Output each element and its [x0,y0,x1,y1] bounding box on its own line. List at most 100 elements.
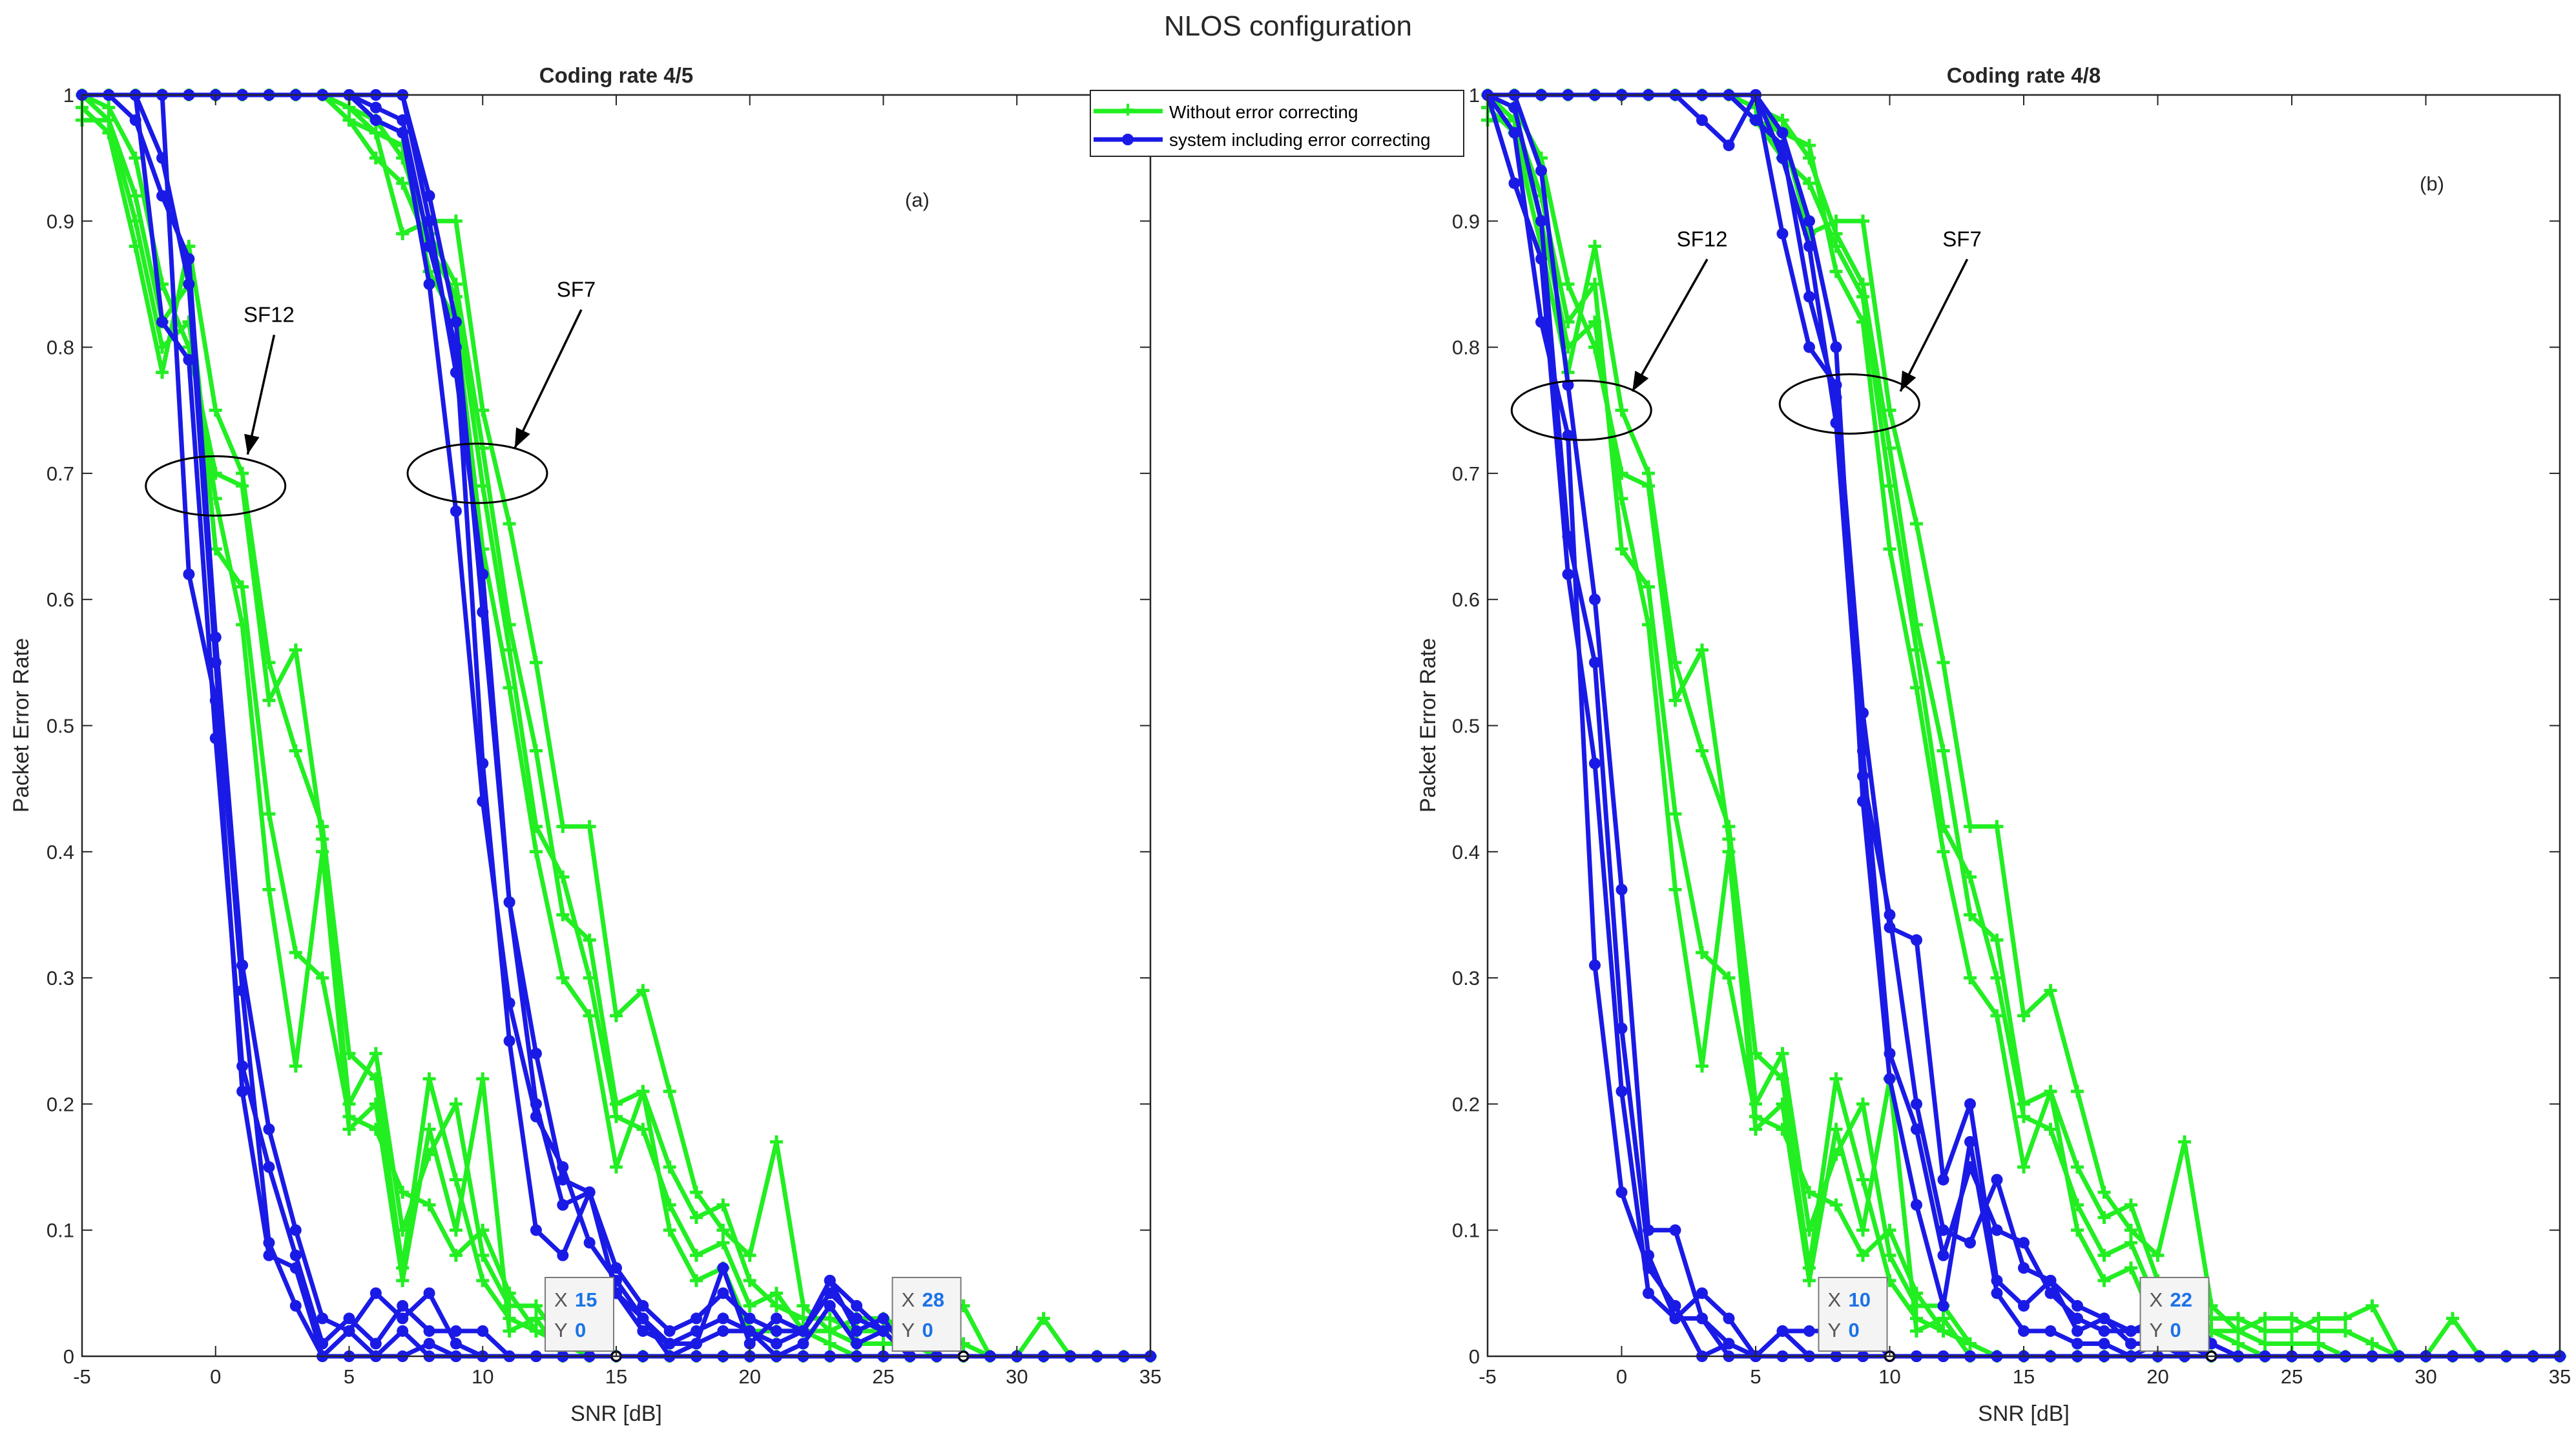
panel-b-data-point [1910,1324,1923,1338]
legend-marker-plus-icon: + [1121,96,1134,123]
panel-a-data-point [342,1122,356,1136]
panel-a-data-point [610,1262,622,1274]
panel-a-data-point [129,151,142,165]
panel-a-ticks: -5 0 5 10 15 20 25 30 3500.10.20.30.40.50.60.70.… [47,84,1161,1388]
panel-a-data-point [262,694,276,707]
datatip-x-label: X [1828,1288,1842,1311]
panel-b-datatip[interactable]: X 10 Y 0 [1818,1277,1895,1362]
panel-b-data-point [2097,1248,2111,1262]
panel-a-ytick-label: 0.3 [47,967,74,989]
panel-a-data-point [690,1211,703,1225]
panel-a-datatip[interactable]: X 15 Y 0 [545,1277,622,1362]
panel-a-data-point [716,1236,730,1250]
panel-b-data-point [1749,1122,1762,1136]
panel-b-xtick-label: 5 [1750,1365,1761,1388]
panel-b-data-point [2044,1287,2057,1299]
panel-b-data-point [2071,1084,2084,1098]
datatip-x-label: X [2150,1288,2163,1311]
panel-b-annotation-sf12: SF12 [1510,227,1727,441]
annotation-arrow-head-icon [1632,370,1649,391]
panel-a-data-point [717,1287,729,1299]
panel-a-title: Coding rate 4/5 [539,63,693,87]
panel-a-data-point [743,1338,756,1350]
panel-b-data-point [1883,479,1896,493]
panel-a-data-point [797,1338,809,1350]
panel-b-data-point [1588,315,1601,329]
panel-a-data-point [877,1312,889,1325]
panel-b-data-point [2097,1274,2111,1287]
panel-a-data-point [476,1223,490,1237]
panel-a-data-point [342,114,356,127]
datatip-box [1818,1277,1888,1352]
panel-b-data-point [2098,1312,2110,1325]
panel-b-datatip[interactable]: X 22 Y 0 [2139,1277,2217,1362]
panel-a-data-point [583,933,596,947]
panel-a-data-point [476,1274,490,1287]
panel-b-data-point [1937,1249,1949,1261]
panel-a-data-point [503,1035,515,1047]
panel-a-data-point [156,190,169,202]
panel-b-data-point [2151,1248,2165,1262]
panel-b-data-point [2098,1325,2110,1337]
datatip-y-label: Y [1828,1319,1842,1341]
panel-b-data-point [1856,214,1869,228]
legend[interactable]: + Without error correcting system includ… [1090,90,1464,157]
panel-b-data-point [1776,114,1789,127]
panel-a-data-point [263,1123,275,1135]
panel-b-data-point [1668,883,1682,896]
datatip-box [2139,1277,2210,1352]
panel-b-data-point [1615,884,1628,896]
panel-a-data-point [796,1299,810,1312]
panel-b-data-point [1937,845,1950,858]
panel-a-data-point [477,568,489,581]
panel-a-data-point [823,1324,836,1338]
panel-a-data-point [824,1299,836,1312]
panel-b-data-point [1911,934,1922,946]
panel-a-data-point [663,1325,676,1337]
panel-a-datatips[interactable]: X 15Y 0 X 28Y 0 [545,1277,970,1362]
panel-a-data-point [743,1299,756,1312]
panel-a-data-point [503,517,516,531]
panel-a-data-point [717,1262,729,1274]
panel-b-data-point [1562,568,1574,581]
panel-b-data-point [2125,1325,2137,1337]
panel-a-data-point [503,997,515,1009]
panel-b-data-point [2285,1312,2298,1325]
panel-b-data-point [2124,1236,2137,1250]
panel-b-data-point [2339,1324,2352,1338]
panel-b-data-point [1669,1224,1681,1236]
panel-b-data-point [2285,1324,2298,1338]
panel-b-data-point [1856,1248,1869,1262]
panel-b-ytick-label: 0.6 [1452,588,1480,611]
panel-b-data-point [2258,1312,2272,1325]
panel-a-data-point [556,870,570,884]
panel-a-data-point [530,1048,542,1060]
panel-a-data-point [369,114,382,127]
panel-b-data-point [1615,1085,1628,1097]
panel-b-data-point [1643,1249,1654,1261]
panel-a-data-point [369,126,382,140]
panel-a-ytick-label: 0.6 [47,588,74,611]
panel-a-ytick-label: 0.2 [47,1093,74,1115]
panel-b: SF12 SF7 X 10Y 0X 22Y 0 -5 0 5 10 15 20 25 30 3500.10… [1416,63,2571,1426]
panel-a-data-point [289,1059,302,1073]
panel-a-data-point [396,227,410,240]
panel-a-ytick-label: 0.8 [47,336,74,359]
legend-item-without[interactable]: + Without error correcting [1094,96,1358,123]
legend-item-with[interactable]: system including error correcting [1094,130,1431,150]
panel-a-xtick-label: 10 [472,1365,493,1388]
panel-a-data-point [797,1325,809,1337]
datatip-box [891,1277,962,1352]
panel-a-datatip[interactable]: X 28 Y 0 [891,1277,970,1362]
panel-a-data-point [289,643,302,657]
panel-a-data-point [877,1325,889,1337]
panel-b-ytick-label: 0.2 [1452,1093,1480,1115]
panel-a-data-point [529,1312,543,1325]
panel-b-data-point [1990,971,2004,985]
panel-b-data-point [1964,971,1977,985]
legend-box [1090,90,1464,157]
panel-b-ytick-label: 0.3 [1452,967,1480,989]
panel-b-data-point [1803,1325,1815,1337]
panel-b-datatips[interactable]: X 10Y 0 X 22Y 0 [1818,1277,2217,1362]
panel-b-data-point [1722,845,1736,858]
